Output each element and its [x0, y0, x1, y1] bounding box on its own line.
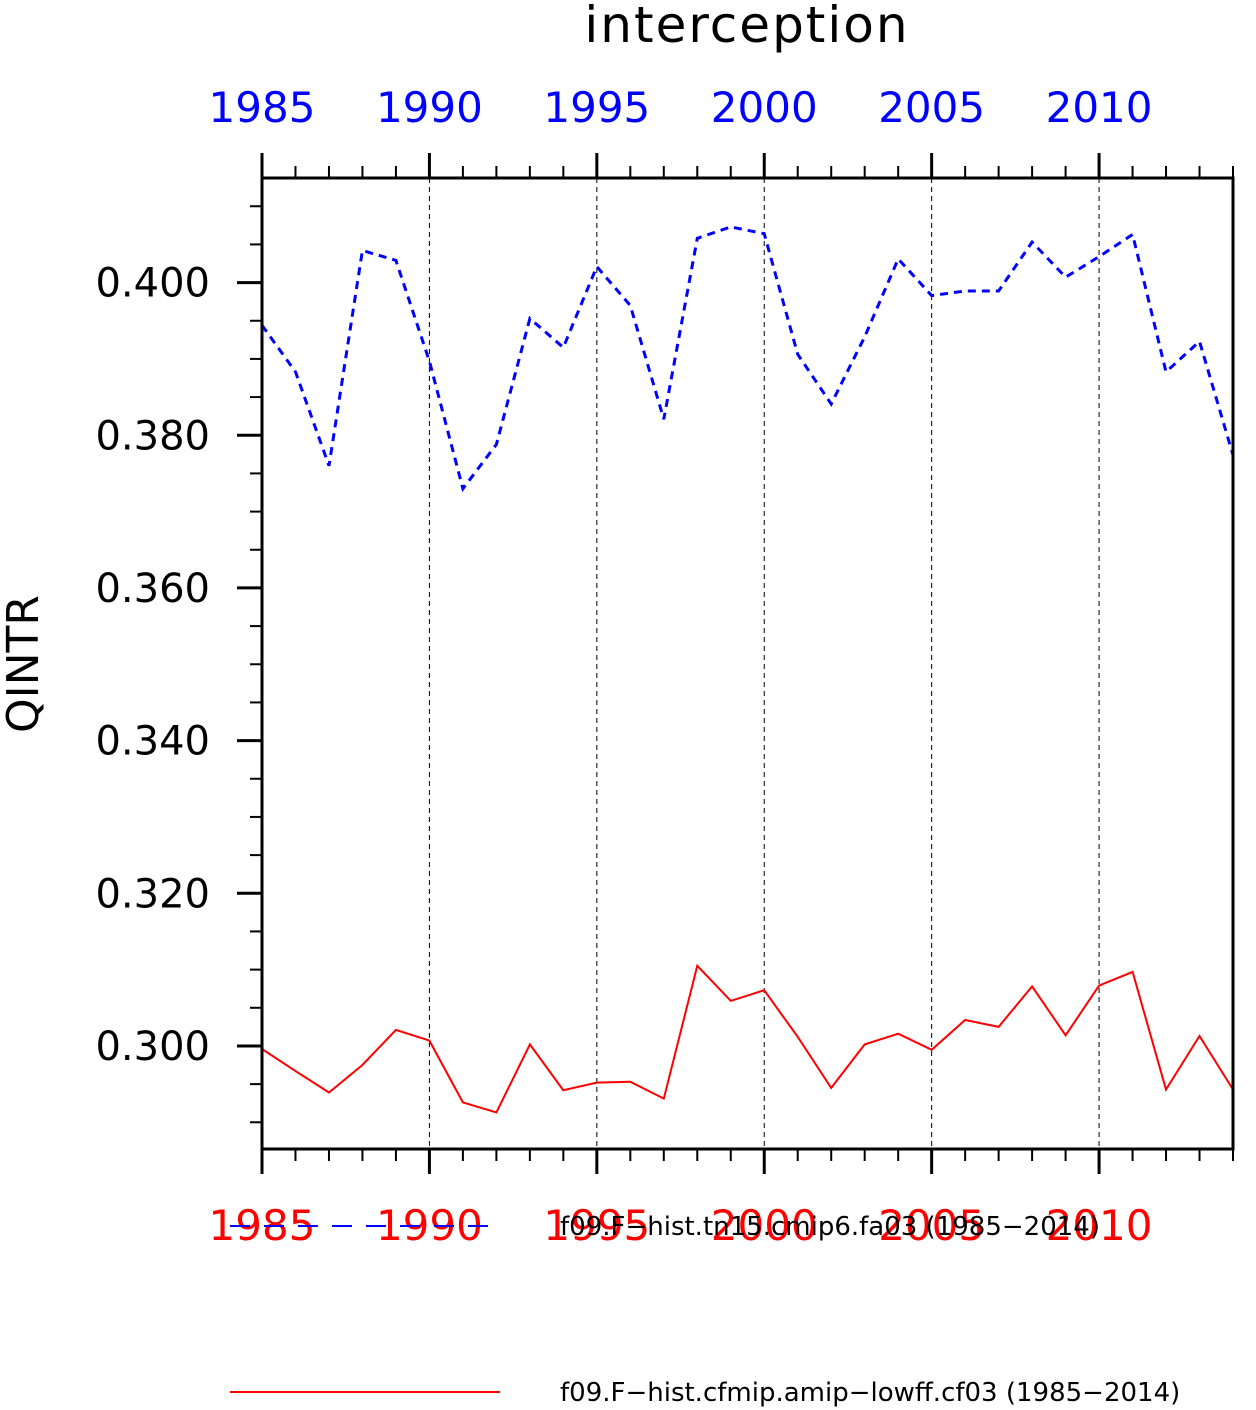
x-tick-label-top: 1995 — [543, 83, 650, 132]
chart-title: interception — [584, 0, 909, 54]
x-tick-label-bottom: 2010 — [1046, 1201, 1153, 1250]
x-tick-label-top: 1985 — [209, 83, 316, 132]
x-tick-label-bottom: 2005 — [878, 1201, 985, 1250]
y-tick-label: 0.380 — [95, 413, 210, 459]
legend-label-1: f09.F−hist.tn15.cmip6.fa03 (1985−2014) — [560, 1212, 1100, 1242]
minor-tick-layer — [250, 166, 1234, 1161]
x-tick-label-top: 2010 — [1046, 83, 1153, 132]
series-line-1 — [260, 225, 1235, 493]
series-layer — [260, 225, 1235, 1114]
x-tick-label-bottom: 2000 — [711, 1201, 818, 1250]
x-tick-label-top: 1990 — [376, 83, 483, 132]
y-tick-label: 0.340 — [95, 719, 210, 765]
legend: f09.F−hist.tn15.cmip6.fa03 (1985−2014) f0… — [230, 1212, 1180, 1408]
series-line-2 — [261, 963, 1234, 1114]
tick-label-layer: 1985 1985 1990 1990 1995 1995 2000 2000 2005 2005… — [95, 83, 1152, 1250]
plot-frame — [260, 176, 1235, 1151]
major-tick-layer — [237, 153, 1101, 1174]
x-tick-label-bottom: 1990 — [376, 1201, 483, 1250]
y-tick-label: 0.360 — [95, 566, 210, 612]
y-tick-label: 0.300 — [95, 1024, 210, 1070]
y-tick-label: 0.320 — [95, 871, 210, 917]
x-tick-label-top: 2005 — [878, 83, 985, 132]
x-tick-label-top: 2000 — [711, 83, 818, 132]
x-tick-label-bottom: 1995 — [543, 1201, 650, 1250]
y-axis-label: QINTR — [0, 595, 49, 733]
legend-label-2: f09.F−hist.cfmip.amip−lowff.cf03 (1985−2… — [560, 1378, 1180, 1408]
x-tick-label-bottom: 1985 — [209, 1201, 316, 1250]
y-tick-label: 0.400 — [95, 261, 210, 307]
